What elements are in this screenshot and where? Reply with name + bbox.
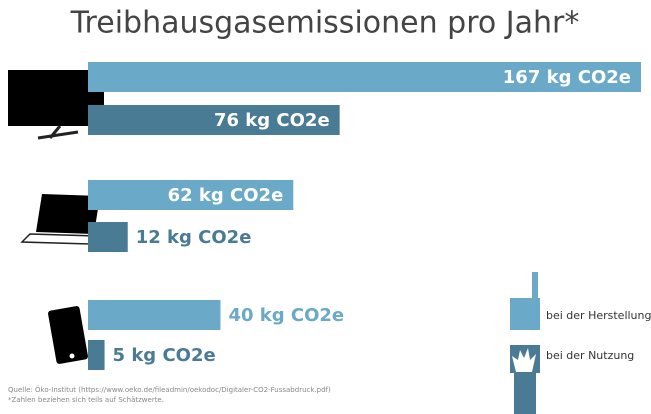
legend-hand-icon [510, 345, 540, 414]
legend-label: bei der Nutzung [546, 349, 634, 362]
bar [88, 340, 105, 370]
bar [88, 62, 641, 92]
value-label: 12 kg CO2e [136, 227, 252, 248]
value-label: 167 kg CO2e [503, 67, 631, 88]
legend-factory-icon [510, 272, 540, 330]
value-label: 5 kg CO2e [113, 345, 216, 366]
value-label: 40 kg CO2e [228, 305, 344, 326]
phone-icon [48, 306, 88, 364]
bar [88, 180, 294, 210]
source: Quelle: Öko-Institut (https://www.oeko.d… [8, 385, 331, 394]
footnote: *Zahlen beziehen sich teils auf Schätzwe… [8, 396, 164, 404]
chart-title: Treibhausgasemissionen pro Jahr* [70, 6, 580, 41]
value-label: 76 kg CO2e [214, 110, 330, 131]
bar [88, 300, 221, 330]
value-label: 62 kg CO2e [168, 185, 284, 206]
bar [88, 105, 340, 135]
bar [88, 222, 128, 252]
legend-label: bei der Herstellung [546, 309, 651, 322]
